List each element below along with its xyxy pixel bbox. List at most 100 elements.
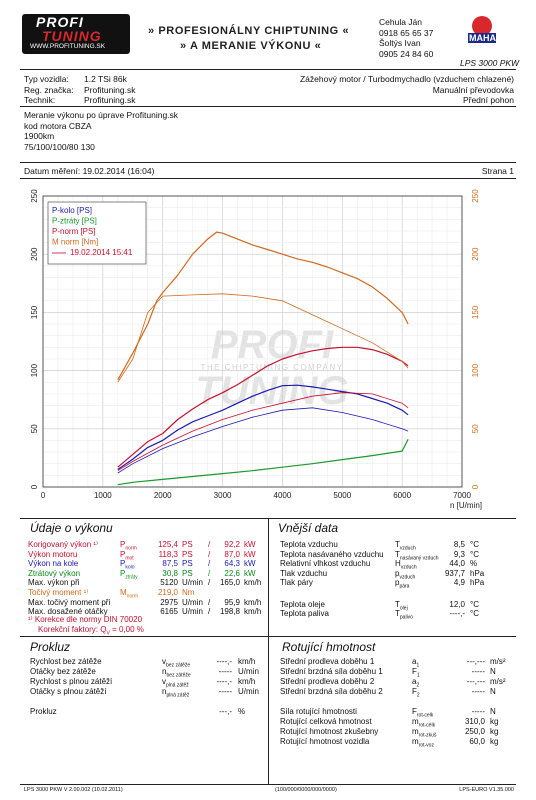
power-section-title: Údaje o výkonu (30, 521, 113, 535)
divider-vertical (268, 518, 269, 636)
data-row-label: Otáčky bez zátěže (30, 667, 96, 676)
symbol-sub: mot (125, 555, 134, 562)
data-row-symbol: Frot-celk (412, 707, 433, 719)
power-row-value1: 30,8 (162, 568, 178, 578)
power-row-unit2: kW (244, 568, 256, 578)
x-axis-title: n [U/min] (450, 501, 482, 510)
contact-line: Cehula Ján (379, 17, 423, 27)
data-row-symbol: Tnasávaný vzduch (395, 550, 439, 562)
footer-right: LPS-EURO V1.35.000 (459, 787, 514, 793)
power-row-value2: 95,9 (224, 597, 240, 607)
symbol-letter: F (412, 687, 417, 696)
note-line: Meranie výkonu po úprave Profituning.sk (24, 110, 179, 120)
data-row-value: 250,0 (464, 727, 485, 736)
maha-text: MAHA (469, 33, 496, 43)
engine-info: Zážehový motor / Turbodmychadlo (vzduche… (299, 74, 514, 84)
data-row-value: 310,0 (464, 717, 485, 726)
drive-info: Přední pohon (462, 95, 514, 105)
symbol-sub: vzduch (399, 545, 416, 552)
symbol-letter: T (395, 609, 400, 618)
power-row-unit1: U/min (182, 597, 203, 607)
data-row-unit: km/h (238, 677, 256, 686)
data-row-label: Střední prodleva doběhu 2 (280, 677, 375, 686)
data-row-symbol: vplná zátěž (162, 677, 189, 689)
legend-box (47, 201, 147, 265)
data-row-value: ----- (471, 707, 485, 716)
series-line (117, 392, 409, 472)
vehicle-type-label: Typ vozidla: (24, 74, 69, 84)
power-row-unit1: U/min (182, 578, 203, 587)
banner-line2: » A meranie výkonu « (180, 40, 322, 52)
data-row-label: Teplota vzduchu (280, 540, 338, 549)
measure-date: Datum měření: 19.02.2014 (16:04) (24, 166, 155, 176)
data-row-symbol: F1 (412, 667, 420, 679)
note-line: kod motora CBZA (24, 120, 92, 131)
series-line (117, 384, 409, 470)
power-row-value1: 2975 (160, 597, 178, 607)
legend-entry: M norm [Nm] (52, 238, 98, 247)
note-line: 75/100/100/80 130 (24, 141, 95, 152)
reg-value: Profituning.sk (84, 85, 136, 95)
series-line (117, 407, 409, 474)
data-row-label: Síla rotující hmotnosti (280, 707, 357, 716)
y-tick-label-left: 150 (30, 305, 39, 319)
y-tick-label-right: 250 (471, 189, 480, 203)
data-row-symbol: vbez zátěže (162, 657, 190, 669)
symbol-letter: P (120, 568, 126, 578)
power-row-separator: / (208, 578, 211, 587)
symbol-sub: 2 (416, 682, 420, 689)
logo-url: WWW.PROFITUNING.SK (30, 43, 106, 50)
data-row-label: Prokluz (30, 707, 57, 716)
symbol-sub: bez zátěže (166, 672, 191, 679)
power-row-symbol: Mnorm (120, 588, 138, 600)
correction-footnote: ¹⁾ Korekce dle normy DIN 70020 (28, 615, 143, 624)
x-tick-label: 6000 (393, 491, 411, 500)
symbol-sub: rot-voz (418, 742, 434, 749)
data-row-value: 8,5 (453, 540, 465, 549)
power-row-symbol: Pkolo (120, 559, 135, 571)
brand-model: LPS 3000 PKW (460, 58, 520, 68)
power-row-value2: 198,8 (219, 607, 240, 616)
power-row-unit1: PS (182, 540, 193, 549)
data-row-unit: kg (490, 727, 499, 736)
legend-entry: P-norm [PS] (52, 227, 96, 236)
divider (20, 106, 516, 107)
symbol-sub: 1 (416, 662, 420, 669)
data-row-label: Rychlost s plnou zátěží (30, 677, 113, 686)
symbol-sub: kolo (125, 564, 135, 571)
symbol-sub: olej (399, 605, 408, 612)
tech-value: Profituning.sk (84, 95, 136, 105)
data-row-symbol: mrot-voz (412, 737, 434, 749)
power-row-value1: 87,5 (162, 559, 178, 568)
symbol-letter: F (412, 707, 417, 716)
data-row-unit: N (490, 707, 496, 716)
symbol-sub: nasávaný vzduch (399, 555, 439, 562)
divider (20, 162, 516, 163)
logo-line1: PROFI (36, 14, 84, 30)
power-row-value2: 22,6 (224, 568, 240, 578)
external-section-title: Vnější data (278, 521, 339, 535)
symbol-letter: F (412, 667, 417, 676)
power-row-unit1: PS (182, 568, 193, 578)
data-row-unit: m/s² (490, 677, 506, 686)
y-tick-label-right: 0 (471, 484, 480, 489)
mass-section-title: Rotující hmotnost (282, 640, 376, 654)
data-row-symbol: Tolej (395, 600, 408, 612)
data-row-unit: °C (470, 549, 479, 559)
series-line (117, 293, 409, 383)
symbol-letter: a (412, 677, 417, 686)
data-row-value: ----- (218, 687, 232, 696)
maha-badge: MAHA (462, 14, 502, 54)
power-row-unit2: km/h (244, 597, 262, 607)
data-row-value: 9,3 (453, 549, 465, 559)
power-row-unit1: PS (182, 549, 193, 559)
power-row-unit1: U/min (182, 607, 203, 616)
y-tick-label-right: 50 (471, 424, 480, 433)
power-row-value2: 165,0 (219, 578, 240, 587)
data-row-value: 4,9 (453, 578, 465, 587)
data-row-symbol: a1 (412, 657, 419, 669)
power-row-unit1: PS (182, 559, 193, 568)
